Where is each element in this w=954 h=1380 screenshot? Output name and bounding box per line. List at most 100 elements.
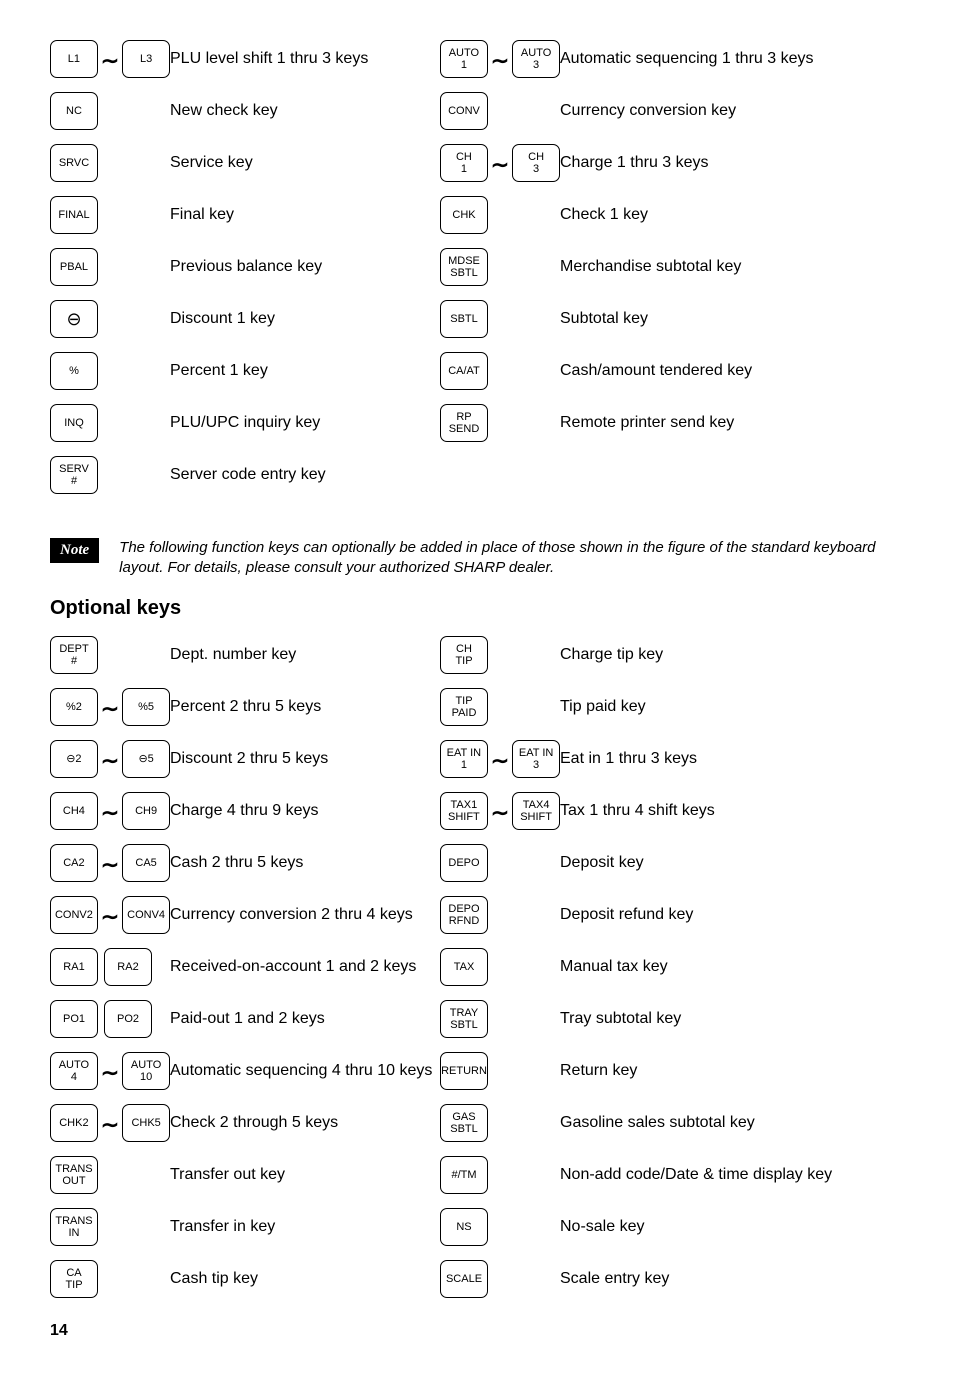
key-label-line: 3 — [533, 759, 539, 771]
key-description: Gasoline sales subtotal key — [560, 1114, 904, 1132]
key-description: Currency conversion key — [560, 102, 904, 120]
key-button: RPSEND — [440, 404, 488, 442]
key-row: DEPORFNDDeposit refund key — [440, 896, 904, 934]
key-button: PBAL — [50, 248, 98, 286]
key-label-line: CH — [456, 643, 472, 655]
key-button: TAX — [440, 948, 488, 986]
key-label-line: ⊖2 — [66, 753, 81, 765]
key-description: Previous balance key — [170, 258, 440, 276]
key-cell: CHK — [440, 196, 560, 234]
key-cell: ⊖ — [50, 300, 170, 338]
key-label-line: EAT IN — [519, 747, 553, 759]
range-tilde: ∼ — [491, 802, 509, 824]
key-button: PO1 — [50, 1000, 98, 1038]
key-button: CATIP — [50, 1260, 98, 1298]
key-description: New check key — [170, 102, 440, 120]
key-label-line: CH4 — [63, 805, 85, 817]
range-tilde: ∼ — [101, 802, 119, 824]
key-cell: CA/AT — [440, 352, 560, 390]
key-description: Cash 2 thru 5 keys — [170, 854, 440, 872]
key-description: Scale entry key — [560, 1270, 904, 1288]
key-label-line: SHIFT — [448, 811, 480, 823]
key-row: CONVCurrency conversion key — [440, 92, 904, 130]
key-label-line: CA2 — [63, 857, 84, 869]
key-row: ⊖2∼⊖5Discount 2 thru 5 keys — [50, 740, 440, 778]
key-description: Percent 2 thru 5 keys — [170, 698, 440, 716]
key-row: RPSEND Remote printer send key — [440, 404, 904, 442]
key-button: ⊖ — [50, 300, 98, 338]
key-cell: RETURN — [440, 1052, 560, 1090]
key-cell: EAT IN1∼EAT IN3 — [440, 740, 560, 778]
key-cell: INQ — [50, 404, 170, 442]
key-label-line: CH — [456, 151, 472, 163]
key-description: Cash tip key — [170, 1270, 440, 1288]
key-row: NCNew check key — [50, 92, 440, 130]
key-cell: SERV# — [50, 456, 170, 494]
key-row: PBAL Previous balance key — [50, 248, 440, 286]
key-cell: TRAYSBTL — [440, 1000, 560, 1038]
key-cell: RA1RA2 — [50, 948, 170, 986]
key-description: Charge 1 thru 3 keys — [560, 154, 904, 172]
key-description: PLU level shift 1 thru 3 keys — [170, 50, 440, 68]
key-label-line: RETURN — [441, 1065, 487, 1077]
key-cell: CHK2∼CHK5 — [50, 1104, 170, 1142]
key-label-line: %2 — [66, 701, 82, 713]
key-row: CONV2∼CONV4Currency conversion 2 thru 4 … — [50, 896, 440, 934]
key-button: RETURN — [440, 1052, 488, 1090]
key-row: FINALFinal key — [50, 196, 440, 234]
key-cell: SRVC — [50, 144, 170, 182]
key-cell: RPSEND — [440, 404, 560, 442]
note-badge: Note — [50, 538, 99, 563]
key-button: ⊖2 — [50, 740, 98, 778]
key-button: PO2 — [104, 1000, 152, 1038]
range-tilde: ∼ — [491, 154, 509, 176]
key-description: Transfer out key — [170, 1166, 440, 1184]
key-cell: TAX1SHIFT∼TAX4SHIFT — [440, 792, 560, 830]
range-tilde: ∼ — [101, 1114, 119, 1136]
key-label-line: AUTO — [131, 1059, 161, 1071]
key-label-line: 1 — [461, 163, 467, 175]
key-button: %5 — [122, 688, 170, 726]
key-cell: TAX — [440, 948, 560, 986]
key-label-line: TIP — [455, 655, 472, 667]
key-button: %2 — [50, 688, 98, 726]
key-button: DEPT# — [50, 636, 98, 674]
key-description: Received-on-account 1 and 2 keys — [170, 958, 440, 976]
key-button: SCALE — [440, 1260, 488, 1298]
key-button: TRAYSBTL — [440, 1000, 488, 1038]
key-row: GASSBTLGasoline sales subtotal key — [440, 1104, 904, 1142]
key-cell: CH4∼CH9 — [50, 792, 170, 830]
key-cell: TRANSOUT — [50, 1156, 170, 1194]
key-description: Remote printer send key — [560, 414, 904, 432]
key-label-line: EAT IN — [447, 747, 481, 759]
key-label-line: TAX — [454, 961, 475, 973]
key-label-line: DEPO — [448, 903, 479, 915]
key-label-line: SBTL — [450, 1019, 478, 1031]
key-label-line: CHK5 — [131, 1117, 160, 1129]
key-description: Subtotal key — [560, 310, 904, 328]
key-label-line: L1 — [68, 53, 80, 65]
key-label-line: PAID — [452, 707, 477, 719]
key-row: %Percent 1 key — [50, 352, 440, 390]
key-button: EAT IN1 — [440, 740, 488, 778]
key-label-line: 3 — [533, 59, 539, 71]
key-button: CHTIP — [440, 636, 488, 674]
key-button: CH4 — [50, 792, 98, 830]
key-description: Discount 2 thru 5 keys — [170, 750, 440, 768]
key-row: INQPLU/UPC inquiry key — [50, 404, 440, 442]
key-label-line: RFND — [449, 915, 480, 927]
note-text: The following function keys can optional… — [119, 538, 904, 577]
key-cell: % — [50, 352, 170, 390]
key-row: CHKCheck 1 key — [440, 196, 904, 234]
key-label-line: CONV2 — [55, 909, 93, 921]
key-cell: CH1∼CH3 — [440, 144, 560, 182]
key-button: #/TM — [440, 1156, 488, 1194]
key-cell: GASSBTL — [440, 1104, 560, 1142]
optional-key-section: DEPT#Dept. number key%2∼%5Percent 2 thru… — [50, 636, 904, 1312]
optional-keys-heading: Optional keys — [50, 597, 904, 620]
key-button: EAT IN3 — [512, 740, 560, 778]
key-label-line: PO1 — [63, 1013, 85, 1025]
key-row: L1∼L3PLU level shift 1 thru 3 keys — [50, 40, 440, 78]
key-label-line: AUTO — [59, 1059, 89, 1071]
key-label-line: CA/AT — [448, 365, 480, 377]
